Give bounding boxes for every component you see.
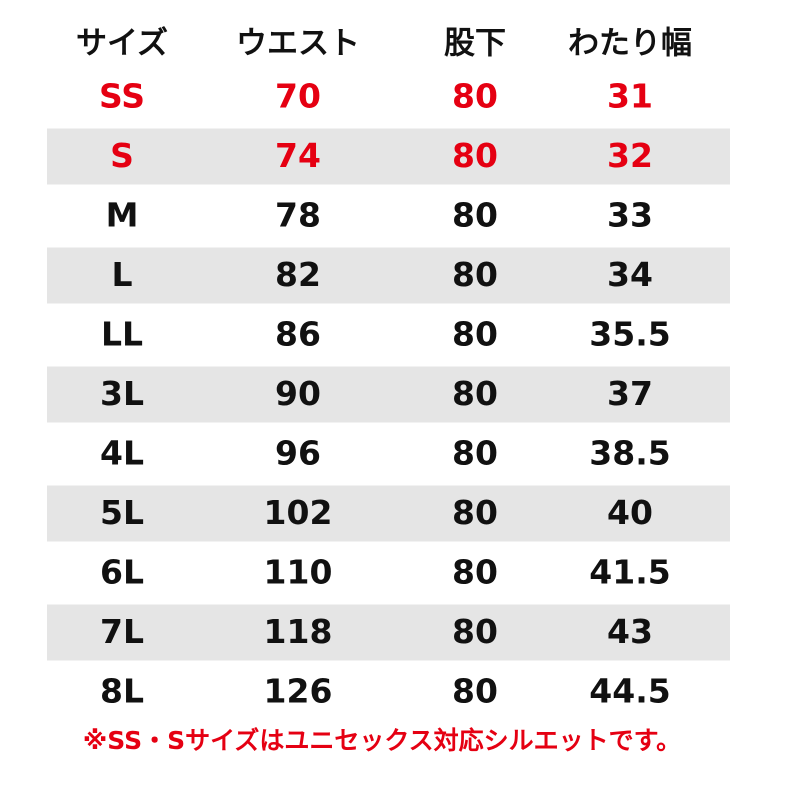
table-cell: S bbox=[110, 136, 134, 175]
table-cell: 37 bbox=[607, 374, 653, 413]
row-band bbox=[47, 485, 730, 542]
table-cell: 44.5 bbox=[589, 672, 670, 711]
table-cell: 80 bbox=[452, 196, 498, 235]
row-band bbox=[47, 128, 730, 185]
row-band bbox=[47, 604, 730, 661]
table-cell: 34 bbox=[607, 255, 653, 294]
table-cell: 80 bbox=[452, 612, 498, 651]
table-cell: 80 bbox=[452, 493, 498, 532]
table-cell: 7L bbox=[100, 612, 144, 651]
table-cell: 5L bbox=[100, 493, 144, 532]
table-cell: 38.5 bbox=[589, 434, 670, 473]
table-cell: M bbox=[106, 196, 139, 235]
table-cell: 82 bbox=[275, 255, 321, 294]
header-cell: 股下 bbox=[444, 26, 506, 62]
table-cell: 96 bbox=[275, 434, 321, 473]
table-cell: 6L bbox=[100, 553, 144, 592]
table-cell: 110 bbox=[264, 553, 333, 592]
table-cell: 70 bbox=[275, 77, 321, 116]
table-cell: 35.5 bbox=[589, 315, 670, 354]
table-cell: 102 bbox=[264, 493, 333, 532]
table-cell: 3L bbox=[100, 374, 144, 413]
table-cell: 78 bbox=[275, 196, 321, 235]
table-cell: 80 bbox=[452, 315, 498, 354]
table-cell: 86 bbox=[275, 315, 321, 354]
header-cell: わたり幅 bbox=[568, 26, 692, 62]
row-band bbox=[47, 247, 730, 304]
table-cell: 80 bbox=[452, 434, 498, 473]
table-cell: 33 bbox=[607, 196, 653, 235]
table-cell: SS bbox=[99, 77, 145, 116]
table-cell: 31 bbox=[607, 77, 653, 116]
table-cell: 74 bbox=[275, 136, 321, 175]
table-cell: 8L bbox=[100, 672, 144, 711]
table-cell: 80 bbox=[452, 136, 498, 175]
table-cell: 90 bbox=[275, 374, 321, 413]
header-cell: サイズ bbox=[76, 26, 168, 62]
note: ※SS・Sサイズはユニセックス対応シルエットです。 bbox=[83, 726, 681, 755]
table-cell: L bbox=[111, 255, 132, 294]
header-cell: ウエスト bbox=[236, 26, 360, 62]
table-cell: 4L bbox=[100, 434, 144, 473]
table-cell: LL bbox=[101, 315, 143, 354]
table-cell: 80 bbox=[452, 77, 498, 116]
table-cell: 80 bbox=[452, 553, 498, 592]
row-band bbox=[47, 366, 730, 423]
table-cell: 118 bbox=[264, 612, 333, 651]
table-cell: 80 bbox=[452, 374, 498, 413]
table-cell: 80 bbox=[452, 255, 498, 294]
table-cell: 40 bbox=[607, 493, 653, 532]
table-cell: 32 bbox=[607, 136, 653, 175]
table-cell: 43 bbox=[607, 612, 653, 651]
table-cell: 80 bbox=[452, 672, 498, 711]
table-cell: 126 bbox=[264, 672, 333, 711]
table-cell: 41.5 bbox=[589, 553, 670, 592]
